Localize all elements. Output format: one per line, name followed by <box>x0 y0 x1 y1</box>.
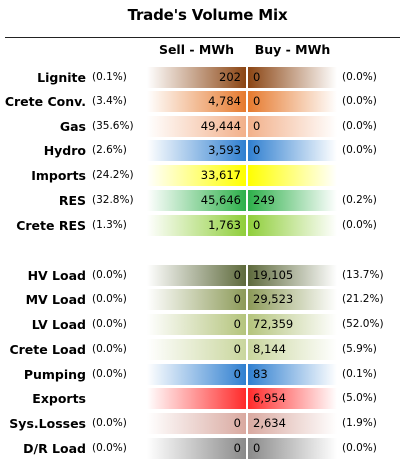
row-label: Crete RES <box>16 218 86 233</box>
sell-value-cell: 0 <box>147 314 246 335</box>
sell-value-cell: 4,784 <box>147 91 246 112</box>
buy-value-cell: 2,634 <box>248 413 337 434</box>
sell-percent: (0.0%) <box>92 293 127 305</box>
row-label: Crete Conv. <box>4 94 86 109</box>
sell-value-cell: 45,646 <box>147 190 246 211</box>
row-label: Imports <box>31 168 86 183</box>
buy-value-cell: 0 <box>248 215 337 236</box>
buy-percent: (52.0%) <box>342 318 384 330</box>
row-label: D/R Load <box>23 441 86 456</box>
sell-value-cell <box>147 388 246 409</box>
buy-value-cell: 249 <box>248 190 337 211</box>
sell-value-cell: 0 <box>147 339 246 360</box>
chart-title: Trade's Volume Mix <box>127 6 288 24</box>
table-row: MV Load (0.0%) 0 29,523 (21.2%) <box>0 288 415 311</box>
sell-value-cell: 0 <box>147 364 246 385</box>
table-row: LV Load (0.0%) 0 72,359 (52.0%) <box>0 313 415 336</box>
sell-percent: (0.1%) <box>92 71 127 83</box>
sell-percent: (1.3%) <box>92 219 127 231</box>
buy-value-cell: 0 <box>248 140 337 161</box>
buy-value-cell <box>248 165 337 186</box>
buy-value-cell: 72,359 <box>248 314 337 335</box>
buy-percent: (0.0%) <box>342 120 377 132</box>
buy-column-header: Buy - MWh <box>254 42 331 57</box>
table-row: Lignite (0.1%) 202 0 (0.0%) <box>0 66 415 89</box>
buy-percent: (0.0%) <box>342 219 377 231</box>
buy-value-cell: 29,523 <box>248 289 337 310</box>
buy-percent: (21.2%) <box>342 293 384 305</box>
sell-column-header: Sell - MWh <box>158 42 235 57</box>
sell-value-cell: 3,593 <box>147 140 246 161</box>
title-underline <box>5 37 400 38</box>
column-divider <box>246 63 248 461</box>
buy-percent: (13.7%) <box>342 269 384 281</box>
table-row: HV Load (0.0%) 0 19,105 (13.7%) <box>0 264 415 287</box>
buy-value-cell: 0 <box>248 67 337 88</box>
buy-percent: (0.0%) <box>342 442 377 454</box>
buy-percent: (5.9%) <box>342 343 377 355</box>
sell-percent: (2.6%) <box>92 144 127 156</box>
sell-percent: (3.4%) <box>92 95 127 107</box>
row-label: MV Load <box>25 292 86 307</box>
table-row: Sys.Losses (0.0%) 0 2,634 (1.9%) <box>0 412 415 435</box>
buy-value-cell: 83 <box>248 364 337 385</box>
sell-value-cell: 1,763 <box>147 215 246 236</box>
table-row: Imports (24.2%) 33,617 <box>0 164 415 187</box>
row-label: Pumping <box>23 367 86 382</box>
buy-value-cell: 0 <box>248 91 337 112</box>
row-label: LV Load <box>31 317 86 332</box>
sell-percent: (0.0%) <box>92 417 127 429</box>
buy-value-cell: 0 <box>248 438 337 459</box>
table-row: RES (32.8%) 45,646 249 (0.2%) <box>0 189 415 212</box>
row-label: Gas <box>59 119 86 134</box>
sell-value-cell: 0 <box>147 438 246 459</box>
buy-percent: (0.0%) <box>342 71 377 83</box>
table-row: Crete Conv. (3.4%) 4,784 0 (0.0%) <box>0 90 415 113</box>
buy-percent: (0.1%) <box>342 368 377 380</box>
table-row: Crete Load (0.0%) 0 8,144 (5.9%) <box>0 338 415 361</box>
buy-value-cell: 0 <box>248 116 337 137</box>
sell-percent: (32.8%) <box>92 194 134 206</box>
buy-percent: (0.0%) <box>342 144 377 156</box>
row-label: RES <box>58 193 86 208</box>
table-row: Hydro (2.6%) 3,593 0 (0.0%) <box>0 139 415 162</box>
sell-value-cell: 0 <box>147 265 246 286</box>
buy-percent: (0.0%) <box>342 95 377 107</box>
sell-percent: (0.0%) <box>92 343 127 355</box>
sell-value-cell: 49,444 <box>147 116 246 137</box>
row-label: HV Load <box>27 268 86 283</box>
sell-percent: (0.0%) <box>92 318 127 330</box>
sell-percent: (0.0%) <box>92 368 127 380</box>
sell-percent: (0.0%) <box>92 269 127 281</box>
row-label: Hydro <box>43 143 86 158</box>
row-label: Crete Load <box>9 342 86 357</box>
sell-value-cell: 0 <box>147 413 246 434</box>
sell-value-cell: 33,617 <box>147 165 246 186</box>
buy-value-cell: 6,954 <box>248 388 337 409</box>
row-label: Exports <box>32 391 86 406</box>
sell-percent: (35.6%) <box>92 120 134 132</box>
buy-percent: (1.9%) <box>342 417 377 429</box>
sell-percent: (0.0%) <box>92 442 127 454</box>
sell-value-cell: 202 <box>147 67 246 88</box>
table-row: Gas (35.6%) 49,444 0 (0.0%) <box>0 115 415 138</box>
sell-percent: (24.2%) <box>92 169 134 181</box>
sell-value-cell: 0 <box>147 289 246 310</box>
table-row: Crete RES (1.3%) 1,763 0 (0.0%) <box>0 214 415 237</box>
table-row: Exports 6,954 (5.0%) <box>0 387 415 410</box>
row-label: Sys.Losses <box>9 416 86 431</box>
buy-value-cell: 19,105 <box>248 265 337 286</box>
table-row: Pumping (0.0%) 0 83 (0.1%) <box>0 363 415 386</box>
row-label: Lignite <box>37 70 86 85</box>
buy-percent: (0.2%) <box>342 194 377 206</box>
buy-percent: (5.0%) <box>342 392 377 404</box>
buy-value-cell: 8,144 <box>248 339 337 360</box>
table-row: D/R Load (0.0%) 0 0 (0.0%) <box>0 437 415 460</box>
